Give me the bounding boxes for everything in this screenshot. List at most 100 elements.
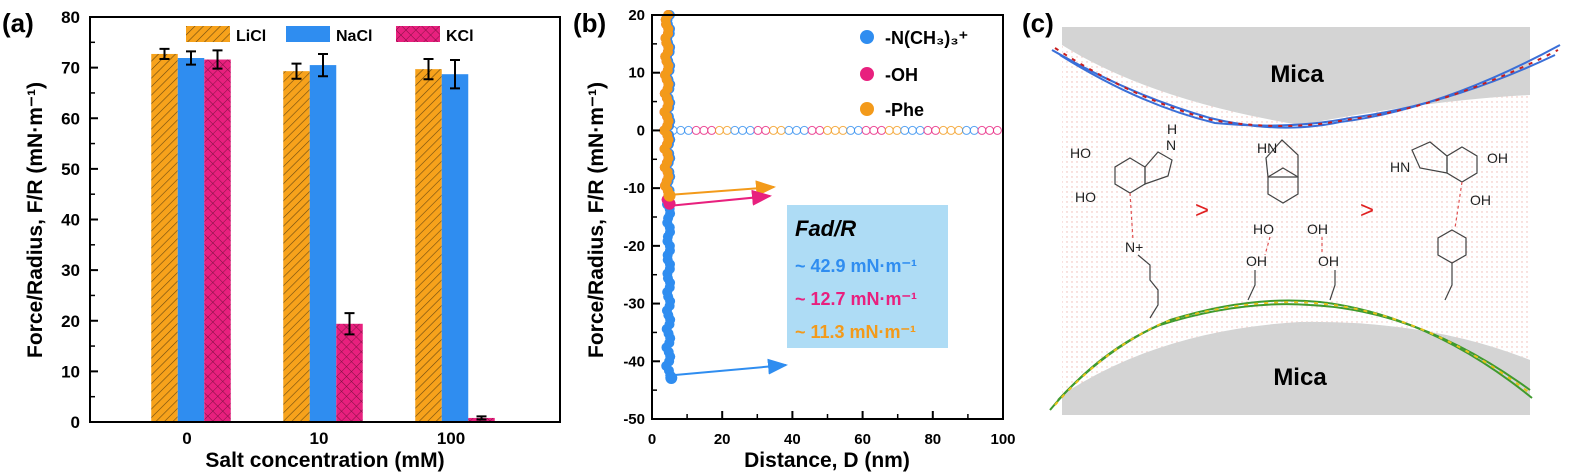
left-ho-2: HO [1075, 189, 1096, 205]
baseline-point [807, 125, 817, 135]
middle-chain-oh-1: OH [1246, 253, 1267, 269]
middle-chain-oh-2: OH [1318, 253, 1339, 269]
bar-licl-100 [415, 69, 442, 423]
middle-ho: HO [1253, 221, 1274, 237]
y-tick-label: 60 [61, 109, 80, 128]
error-bar [212, 49, 223, 70]
baseline-point [776, 125, 786, 135]
legend-swatch-licl [186, 26, 230, 42]
baseline-point [730, 125, 740, 135]
baseline-point [954, 125, 964, 135]
y-tick-label: 70 [61, 59, 80, 78]
y-tick-label: 10 [61, 362, 80, 381]
baseline-point [861, 125, 871, 135]
y-axis-label-a: Force/Radius, F/R (mN·m⁻¹) [24, 82, 47, 358]
error-bar [344, 312, 355, 336]
legend-swatch-kcl [396, 26, 440, 42]
mica-bottom-surface [1062, 321, 1530, 415]
left-ho-1: HO [1070, 145, 1091, 161]
bar-nacl-100 [441, 74, 469, 423]
y-tick-label: 0 [71, 413, 80, 432]
y-tick-label: 20 [628, 7, 645, 24]
baseline-point [992, 125, 1002, 135]
baseline-point [938, 125, 948, 135]
middle-oh: OH [1307, 221, 1328, 237]
baseline-point [707, 125, 717, 135]
error-bar [159, 47, 170, 61]
legend-label-2: -Phe [885, 100, 924, 120]
interaction-diagram: (c) Mica Mica HO HO H N N+ > [1022, 8, 1561, 415]
left-n-plus: N+ [1125, 239, 1143, 255]
baseline-point [768, 125, 778, 135]
baseline-point [676, 125, 686, 135]
baseline-point [915, 125, 925, 135]
error-bar [423, 58, 434, 81]
baseline-point [799, 125, 809, 135]
baseline-point [900, 125, 910, 135]
baseline-point [969, 125, 979, 135]
x-tick-label: 80 [924, 431, 941, 448]
baseline-point [792, 125, 802, 135]
molecule-left: HO HO H N N+ [1070, 121, 1177, 319]
y-tick-label: -20 [623, 238, 645, 255]
force-distance-chart: (b) -50 -40 -30 -20 -10 0 10 20 0 20 40 60 80 100 -N(… [573, 7, 1016, 472]
y-tick-label: 50 [61, 160, 80, 179]
panel-label-c: (c) [1022, 8, 1054, 38]
right-oh-2: OH [1470, 192, 1491, 208]
baseline-point [869, 125, 879, 135]
baseline-point [846, 125, 856, 135]
error-bar [318, 52, 328, 78]
greater-than-2: > [1360, 197, 1374, 224]
arrow-nme3 [674, 358, 788, 376]
x-tick-label: 10 [310, 429, 329, 448]
x-tick-label: 100 [437, 429, 465, 448]
adhesion-box-title: Fad/R [795, 216, 856, 241]
adhesion-phe: ~ 11.3 mN·m⁻¹ [795, 322, 916, 342]
arrow-oh [667, 189, 772, 207]
baseline-point [884, 125, 894, 135]
x-axis-label-b: Distance, D (nm) [744, 449, 910, 472]
mica-top-surface [1062, 27, 1530, 125]
x-tick-label: 40 [784, 431, 801, 448]
x-tick-label: 100 [990, 431, 1015, 448]
bottom-polymer-chain [1049, 299, 1533, 411]
panel-label-a: (a) [2, 8, 34, 38]
error-bar [476, 415, 487, 421]
x-tick-label: 20 [714, 431, 731, 448]
baseline-point [761, 125, 771, 135]
panel-label-b: (b) [573, 8, 606, 38]
baseline-point [823, 125, 832, 135]
bar-licl-10 [283, 71, 310, 422]
y-tick-label: 0 [637, 122, 645, 139]
arrow-phe [667, 180, 776, 197]
baseline-point [784, 125, 794, 135]
baseline-point [961, 125, 971, 135]
mica-bottom-label: Mica [1273, 364, 1327, 391]
mica-top-label: Mica [1270, 61, 1324, 88]
baseline-point [830, 125, 840, 135]
baseline-point [853, 125, 863, 135]
y-tick-label: 30 [61, 261, 80, 280]
bar-licl-0 [151, 53, 178, 423]
top-polymer-chain [1051, 44, 1561, 129]
y-tick-label: 20 [61, 312, 80, 331]
middle-hn: HN [1257, 140, 1277, 156]
y-tick-label: 80 [61, 8, 80, 27]
x-tick-label: 60 [854, 431, 871, 448]
baseline-point [931, 125, 941, 135]
baseline-point [977, 125, 987, 135]
x-axis-label-a: Salt concentration (mM) [205, 449, 444, 472]
error-bar [186, 50, 196, 66]
legend-label-licl: LiCl [236, 28, 266, 45]
baseline-point [892, 125, 902, 135]
baseline-point [985, 125, 995, 135]
error-bar [291, 62, 302, 80]
baseline-point [907, 125, 917, 135]
legend-marker-1 [860, 67, 874, 81]
baseline-point [946, 125, 956, 135]
baseline-point [699, 125, 709, 135]
y-tick-label: 10 [628, 65, 645, 82]
bar-kcl-10 [336, 323, 363, 422]
